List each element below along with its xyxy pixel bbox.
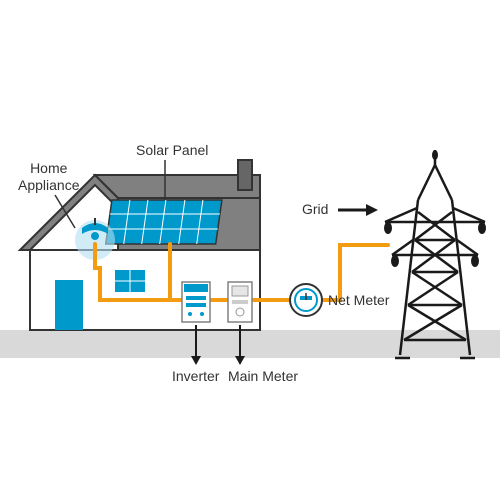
door bbox=[55, 280, 83, 330]
main-meter-label: Main Meter bbox=[228, 368, 298, 384]
grid-label: Grid bbox=[302, 201, 328, 217]
transmission-tower bbox=[385, 150, 485, 358]
solar-panel bbox=[106, 160, 222, 244]
inverter-label: Inverter bbox=[172, 368, 219, 384]
solar-system-diagram bbox=[0, 0, 500, 500]
grid-arrow bbox=[338, 204, 378, 216]
net-meter-icon bbox=[290, 284, 322, 316]
net-meter-label: Net Meter bbox=[328, 292, 389, 308]
home-appliance-label: Home Appliance bbox=[18, 160, 80, 194]
solar-panel-label: Solar Panel bbox=[136, 142, 208, 158]
ground bbox=[0, 330, 500, 358]
